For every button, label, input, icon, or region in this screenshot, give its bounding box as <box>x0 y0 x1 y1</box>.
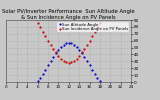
Title: Solar PV/Inverter Performance  Sun Altitude Angle & Sun Incidence Angle on PV Pa: Solar PV/Inverter Performance Sun Altitu… <box>3 9 135 20</box>
Sun Incidence Angle on PV Panels <box>47 40 49 41</box>
Sun Incidence Angle on PV Panels <box>63 60 64 61</box>
Sun Altitude Angle <box>94 73 96 74</box>
Sun Incidence Angle on PV Panels <box>55 52 57 53</box>
Line: Sun Altitude Angle: Sun Altitude Angle <box>37 42 101 82</box>
Sun Altitude Angle <box>37 80 39 81</box>
Sun Incidence Angle on PV Panels <box>42 31 44 32</box>
Sun Incidence Angle on PV Panels <box>52 48 54 50</box>
Sun Altitude Angle <box>52 56 54 57</box>
Sun Incidence Angle on PV Panels <box>73 60 75 61</box>
Line: Sun Incidence Angle on PV Panels: Sun Incidence Angle on PV Panels <box>37 23 101 64</box>
Sun Altitude Angle <box>57 49 59 50</box>
Sun Altitude Angle <box>96 77 98 78</box>
Legend: Sun Altitude Angle, Sun Incidence Angle on PV Panels: Sun Altitude Angle, Sun Incidence Angle … <box>57 22 129 32</box>
Sun Incidence Angle on PV Panels <box>99 23 101 24</box>
Sun Incidence Angle on PV Panels <box>76 58 78 59</box>
Sun Incidence Angle on PV Panels <box>39 26 41 28</box>
Sun Incidence Angle on PV Panels <box>50 44 52 45</box>
Sun Altitude Angle <box>86 60 88 61</box>
Sun Incidence Angle on PV Panels <box>60 58 62 59</box>
Sun Incidence Angle on PV Panels <box>37 23 39 24</box>
Sun Altitude Angle <box>44 69 46 70</box>
Sun Altitude Angle <box>76 46 78 48</box>
Sun Incidence Angle on PV Panels <box>81 52 83 53</box>
Sun Incidence Angle on PV Panels <box>84 48 85 50</box>
Sun Incidence Angle on PV Panels <box>44 35 46 36</box>
Sun Altitude Angle <box>68 42 70 43</box>
Sun Incidence Angle on PV Panels <box>94 31 96 32</box>
Sun Altitude Angle <box>89 64 91 65</box>
Sun Incidence Angle on PV Panels <box>91 35 93 36</box>
Sun Altitude Angle <box>65 43 67 44</box>
Sun Altitude Angle <box>99 80 101 81</box>
Sun Altitude Angle <box>78 49 80 50</box>
Sun Incidence Angle on PV Panels <box>89 40 91 41</box>
Sun Altitude Angle <box>47 64 49 65</box>
Sun Incidence Angle on PV Panels <box>96 26 98 28</box>
Sun Incidence Angle on PV Panels <box>86 44 88 45</box>
Sun Altitude Angle <box>63 44 64 45</box>
Sun Incidence Angle on PV Panels <box>57 55 59 56</box>
Sun Altitude Angle <box>91 69 93 70</box>
Sun Incidence Angle on PV Panels <box>65 61 67 63</box>
Sun Incidence Angle on PV Panels <box>78 55 80 56</box>
Sun Altitude Angle <box>70 43 72 44</box>
Sun Altitude Angle <box>73 44 75 45</box>
Sun Incidence Angle on PV Panels <box>68 62 70 63</box>
Sun Altitude Angle <box>39 77 41 78</box>
Sun Altitude Angle <box>81 52 83 54</box>
Sun Altitude Angle <box>55 52 57 54</box>
Sun Altitude Angle <box>50 60 52 61</box>
Sun Altitude Angle <box>84 56 85 57</box>
Sun Incidence Angle on PV Panels <box>70 61 72 63</box>
Sun Altitude Angle <box>60 46 62 48</box>
Sun Altitude Angle <box>42 73 44 74</box>
